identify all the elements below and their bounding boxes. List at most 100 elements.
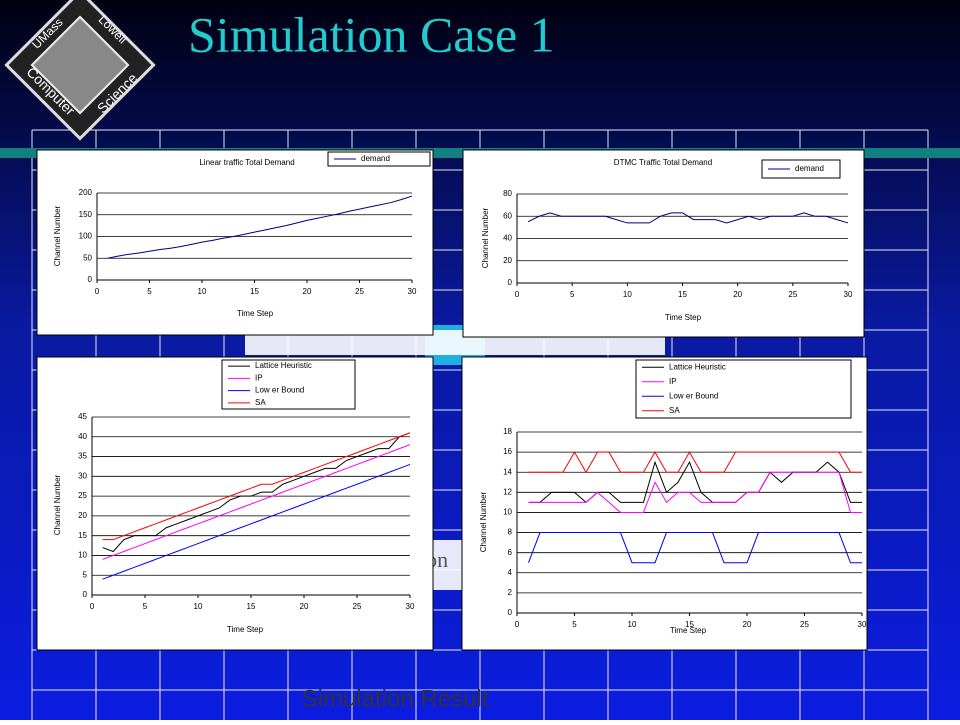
y-tick-label: 15 <box>78 531 87 540</box>
y-tick-label: 100 <box>79 232 93 241</box>
y-tick-label: 200 <box>79 188 93 197</box>
logo-core <box>30 15 130 115</box>
x-tick-label: 0 <box>515 290 520 299</box>
legend-label: demand <box>361 154 390 163</box>
chart: 0 5 10 15 20 25 30 35 40 45 0 5 10 15 20 25 30 Time Step C… <box>36 356 434 651</box>
series-line <box>528 532 862 564</box>
series-line <box>527 212 849 224</box>
x-tick-label: 0 <box>515 620 520 629</box>
legend-label: Low er Bound <box>255 386 304 395</box>
y-tick-label: 14 <box>503 467 512 476</box>
x-tick-label: 10 <box>628 620 637 629</box>
x-tick-label: 25 <box>788 290 797 299</box>
y-tick-label: 40 <box>78 432 87 441</box>
y-tick-label: 80 <box>503 189 512 198</box>
logo <box>4 0 156 141</box>
y-tick-label: 35 <box>78 452 87 461</box>
x-tick-label: 20 <box>303 287 312 296</box>
y-tick-label: 30 <box>78 471 87 480</box>
series-line <box>528 471 862 513</box>
legend-label: demand <box>795 164 824 173</box>
x-tick-label: 15 <box>250 287 259 296</box>
y-tick-label: 10 <box>503 508 512 517</box>
y-tick-label: 0 <box>83 590 88 599</box>
x-tick-label: 5 <box>147 287 152 296</box>
x-tick-label: 15 <box>685 620 694 629</box>
x-tick-label: 20 <box>733 290 742 299</box>
chart-area <box>462 149 865 338</box>
legend-label: IP <box>669 377 677 386</box>
x-axis-label: Time Step <box>237 309 274 318</box>
y-tick-label: 20 <box>503 256 512 265</box>
x-tick-label: 25 <box>355 287 364 296</box>
y-tick-label: 16 <box>503 447 512 456</box>
chart-area <box>36 149 434 336</box>
x-tick-label: 5 <box>570 290 575 299</box>
x-tick-label: 5 <box>143 602 148 611</box>
legend-box <box>327 151 431 167</box>
y-tick-label: 60 <box>503 211 512 220</box>
y-axis-label: Channel Number <box>481 207 490 268</box>
x-tick-label: 0 <box>95 287 100 296</box>
series-line <box>528 451 862 474</box>
legend-box <box>635 359 852 419</box>
series-line <box>102 444 411 560</box>
x-tick-label: 30 <box>406 602 415 611</box>
x-tick-label: 30 <box>408 287 417 296</box>
x-tick-label: 15 <box>678 290 687 299</box>
series-line <box>107 195 413 259</box>
y-tick-label: 50 <box>83 253 92 262</box>
chart: 0 50 100 150 200 0 5 10 15 20 25 30 Linear traffic T… <box>36 149 434 336</box>
y-tick-label: 25 <box>78 491 87 500</box>
x-axis-label: Time Step <box>227 625 264 634</box>
y-tick-label: 18 <box>503 427 512 436</box>
y-tick-label: 0 <box>508 278 513 287</box>
y-tick-label: 20 <box>78 511 87 520</box>
x-tick-label: 30 <box>858 620 867 629</box>
y-tick-label: 4 <box>508 568 513 577</box>
y-tick-label: 40 <box>503 234 512 243</box>
x-tick-label: 25 <box>353 602 362 611</box>
y-tick-label: 2 <box>508 588 513 597</box>
x-tick-label: 30 <box>844 290 853 299</box>
x-tick-label: 15 <box>247 602 256 611</box>
slide-title: Simulation Case 1 <box>188 6 555 62</box>
y-tick-label: 10 <box>78 551 87 560</box>
x-tick-label: 0 <box>90 602 95 611</box>
x-tick-label: 10 <box>194 602 203 611</box>
legend-label: SA <box>669 406 680 415</box>
chart: 0 20 40 60 80 0 5 10 15 20 25 30 DTMC Traffic Total … <box>462 149 865 338</box>
legend-box <box>221 359 356 410</box>
y-tick-label: 12 <box>503 487 512 496</box>
x-tick-label: 5 <box>572 620 577 629</box>
chart: 0 2 4 6 8 10 12 14 16 18 0 5 10 15 20 25 30 Time Step Chan… <box>461 356 868 651</box>
y-tick-label: 45 <box>78 412 87 421</box>
y-axis-label: Channel Number <box>53 474 62 535</box>
series-line <box>102 432 411 553</box>
legend-label: Lattice Heuristic <box>669 362 726 371</box>
legend-label: SA <box>255 398 266 407</box>
x-tick-label: 25 <box>800 620 809 629</box>
y-tick-label: 6 <box>508 548 513 557</box>
y-axis-label: Channel Number <box>479 491 488 552</box>
legend-label: IP <box>255 373 263 382</box>
legend-label: Lattice Heuristic <box>255 361 312 370</box>
series-line <box>102 432 411 541</box>
x-tick-label: 10 <box>623 290 632 299</box>
x-tick-label: 10 <box>198 287 207 296</box>
chart-title: Linear traffic Total Demand <box>199 158 294 167</box>
legend-label: Low er Bound <box>669 391 718 400</box>
x-tick-label: 20 <box>300 602 309 611</box>
series-line <box>102 463 411 580</box>
slide-footer: Simulation Result <box>302 685 489 712</box>
y-axis-label: Channel Number <box>53 205 62 266</box>
x-axis-label: Time Step <box>665 313 702 322</box>
chart-title: DTMC Traffic Total Demand <box>614 158 712 167</box>
y-tick-label: 0 <box>508 608 513 617</box>
legend-box <box>761 159 841 179</box>
y-tick-label: 0 <box>88 275 93 284</box>
y-tick-label: 8 <box>508 528 513 537</box>
